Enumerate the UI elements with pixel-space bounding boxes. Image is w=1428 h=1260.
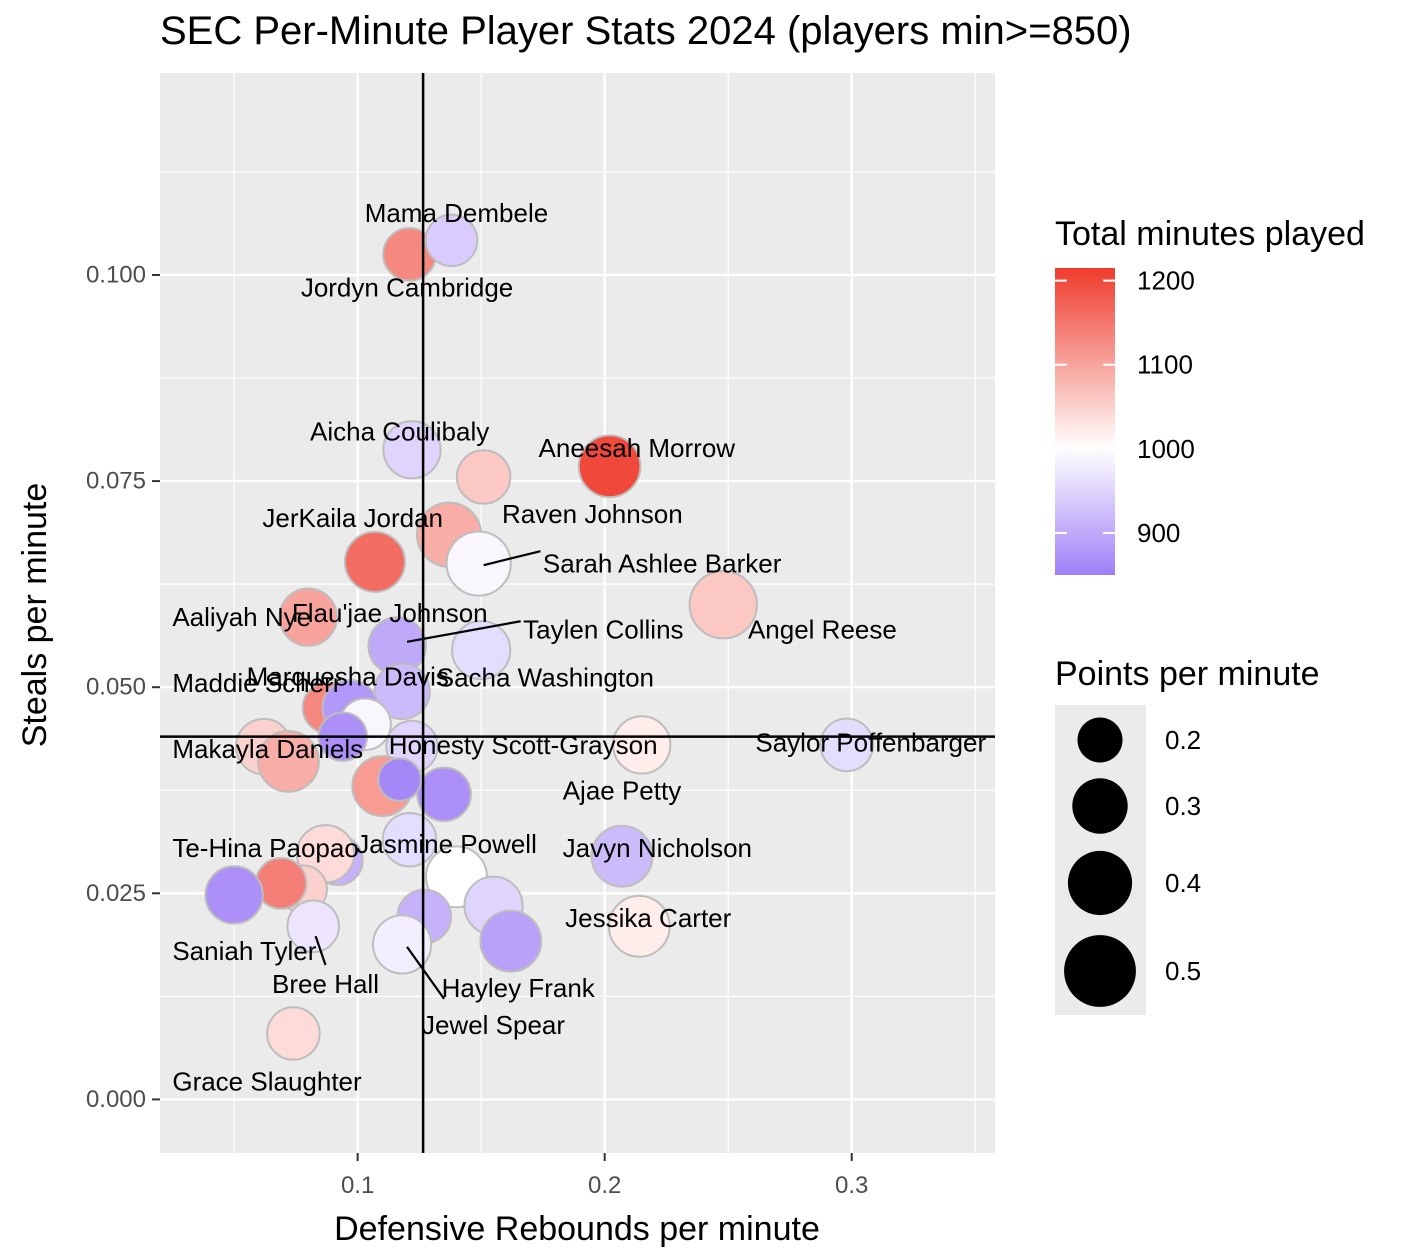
- data-point: [819, 717, 875, 773]
- size-legend-label: 0.2: [1165, 725, 1201, 755]
- point-label: Marquesha Davis: [247, 661, 449, 691]
- data-point: [688, 570, 758, 640]
- data-point: [445, 530, 512, 597]
- data-point: [286, 899, 340, 954]
- point-label: Ajae Petty: [563, 775, 682, 805]
- color-legend-label: 1100: [1137, 350, 1193, 380]
- point-label: Flau'jae Johnson: [292, 598, 488, 628]
- x-tick-label: 0.3: [835, 1172, 868, 1199]
- size-legend-label: 0.3: [1165, 791, 1201, 821]
- reference-lines: [160, 73, 995, 1153]
- point-labels: Mama Dembele Jordyn Cambridge Aicha Coulib…: [172, 198, 986, 1096]
- point-label: Honesty Scott-Grayson: [389, 730, 658, 760]
- y-tick-label: 0.100: [86, 261, 146, 288]
- point-label: Maddie Scherr: [172, 668, 341, 698]
- point-label: Hayley Frank: [442, 973, 596, 1003]
- data-point: [254, 857, 308, 910]
- point-label: Sarah Ashlee Barker: [543, 549, 782, 579]
- size-legend-title: Points per minute: [1055, 655, 1320, 693]
- label-leader-line: [406, 620, 521, 643]
- point-label: Jordyn Cambridge: [301, 272, 513, 302]
- label-leader-line: [406, 946, 445, 1000]
- data-point: [278, 587, 338, 647]
- point-label: Javyn Nicholson: [563, 833, 752, 863]
- data-point: [266, 1006, 321, 1061]
- data-point: [373, 662, 431, 721]
- color-legend-bar: [1055, 268, 1115, 575]
- point-label: Raven Johnson: [502, 499, 683, 529]
- label-leader-line: [483, 550, 541, 567]
- x-axis-title: Defensive Rebounds per minute: [334, 1210, 820, 1248]
- label-leader-line: [314, 935, 327, 966]
- data-point: [451, 620, 512, 681]
- point-label: Taylen Collins: [523, 614, 683, 644]
- data-point: [343, 530, 406, 593]
- point-label: Sacha Washington: [437, 662, 654, 692]
- points-layer: [204, 213, 875, 1061]
- size-legend-circle: [1067, 850, 1133, 916]
- axes: 0.1 0.2 0.3 0.000 0.025 0.050 0.075 0.100: [86, 261, 868, 1199]
- y-tick-label: 0.075: [86, 468, 146, 495]
- size-legend-circle: [1064, 935, 1136, 1007]
- x-tick-label: 0.1: [341, 1172, 374, 1199]
- data-point: [607, 894, 671, 958]
- data-point: [382, 420, 442, 480]
- point-label: Aneesah Morrow: [539, 433, 736, 463]
- point-label: Bree Hall: [272, 969, 379, 999]
- chart-title: SEC Per-Minute Player Stats 2024 (player…: [160, 9, 1132, 53]
- point-label: JerKaila Jordan: [262, 503, 443, 533]
- data-point: [416, 766, 472, 823]
- data-point: [612, 715, 672, 775]
- point-label: Angel Reese: [748, 614, 897, 644]
- point-label: Jessika Carter: [565, 903, 731, 933]
- point-label: Mama Dembele: [365, 198, 549, 228]
- color-legend-title: Total minutes played: [1055, 215, 1365, 253]
- size-legend-circle: [1077, 717, 1123, 763]
- size-legend-label: 0.4: [1165, 868, 1201, 898]
- x-tick-label: 0.2: [588, 1172, 621, 1199]
- y-tick-label: 0.050: [86, 674, 146, 701]
- data-point: [479, 909, 543, 973]
- y-tick-label: 0.000: [86, 1086, 146, 1113]
- point-label: Jewel Spear: [422, 1010, 565, 1040]
- data-point: [577, 434, 642, 499]
- point-label: Aaliyah Nye: [172, 602, 311, 632]
- size-legend-label: 0.5: [1165, 956, 1201, 986]
- point-label: Te-Hina Paopao: [172, 833, 358, 863]
- color-legend-label: 1000: [1137, 434, 1195, 464]
- y-axis-title: Steals per minute: [16, 483, 54, 748]
- point-label: Grace Slaughter: [172, 1066, 362, 1096]
- point-label: Saniah Tyler: [172, 936, 316, 966]
- data-point: [204, 865, 264, 925]
- color-legend-label: 1200: [1137, 266, 1195, 296]
- point-label: Makayla Daniels: [172, 734, 363, 764]
- data-point: [424, 213, 479, 268]
- data-point: [257, 729, 320, 793]
- data-point: [455, 449, 512, 505]
- data-point: [590, 824, 654, 888]
- point-label: Jasmine Powell: [356, 829, 537, 859]
- data-point: [377, 757, 422, 802]
- color-legend-label: 900: [1137, 518, 1180, 548]
- point-label: Saylor Poffenbarger: [755, 727, 986, 757]
- y-tick-label: 0.025: [86, 880, 146, 907]
- point-label: Aicha Coulibaly: [310, 417, 489, 447]
- size-legend-circle: [1072, 778, 1128, 834]
- legends: Total minutes played 900 1000 1100 1200 Point…: [1055, 215, 1365, 1015]
